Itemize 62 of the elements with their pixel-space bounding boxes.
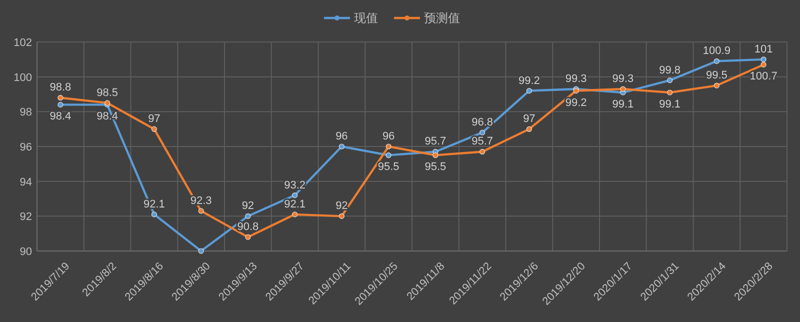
point <box>292 212 298 218</box>
data-label: 99.5 <box>706 70 728 82</box>
data-label: 99.3 <box>612 73 634 86</box>
point <box>620 86 626 92</box>
point <box>338 213 344 219</box>
data-label: 92 <box>242 200 254 212</box>
point <box>245 234 251 240</box>
data-label: 96 <box>336 130 348 142</box>
data-label: 99.2 <box>518 74 540 87</box>
data-label: 101 <box>754 43 773 56</box>
data-label: 90.8 <box>237 221 259 234</box>
legend-label: 预测值 <box>424 11 460 25</box>
data-label: 97 <box>148 113 160 126</box>
data-label: 98.8 <box>50 82 72 94</box>
y-tick-label: 100 <box>14 72 32 84</box>
data-label: 99.3 <box>565 73 587 86</box>
y-tick-label: 92 <box>20 211 32 224</box>
point <box>198 248 204 254</box>
point <box>151 126 157 132</box>
y-tick-label: 96 <box>20 142 32 154</box>
point <box>526 88 532 94</box>
y-tick-label: 90 <box>20 246 32 258</box>
point <box>667 90 673 96</box>
data-label: 99.8 <box>659 64 681 76</box>
data-label: 98.4 <box>50 110 72 123</box>
y-tick-label: 102 <box>14 37 32 49</box>
data-label: 92.1 <box>284 198 306 210</box>
data-label: 95.5 <box>378 161 400 174</box>
point <box>386 152 392 158</box>
data-label: 99.1 <box>659 98 681 111</box>
point <box>338 144 344 150</box>
data-label: 99.1 <box>612 98 634 111</box>
point <box>151 212 157 218</box>
point <box>480 148 486 155</box>
legend-label: 现值 <box>354 11 378 25</box>
data-label: 95.7 <box>424 136 446 148</box>
data-label: 100.7 <box>750 70 778 83</box>
data-label: 97 <box>523 113 536 126</box>
y-tick-label: 94 <box>20 176 32 188</box>
point <box>432 152 438 158</box>
data-label: 96.8 <box>472 116 494 129</box>
data-label: 92 <box>336 200 348 212</box>
data-label: 100.9 <box>702 45 730 58</box>
y-tick-label: 98 <box>20 106 32 119</box>
point <box>245 213 251 219</box>
point <box>667 78 673 84</box>
point <box>760 62 766 68</box>
point <box>714 58 720 64</box>
point <box>198 208 204 214</box>
data-label: 96 <box>382 130 395 142</box>
point <box>760 56 766 62</box>
data-label: 99.2 <box>565 96 587 109</box>
data-label: 95.7 <box>472 136 494 148</box>
point <box>480 130 486 136</box>
data-label: 95.5 <box>424 161 446 174</box>
point <box>292 192 298 198</box>
point <box>58 102 64 108</box>
point <box>526 126 532 132</box>
point <box>386 144 392 150</box>
point <box>714 82 720 88</box>
data-label: 98.5 <box>96 86 118 99</box>
point <box>58 94 64 101</box>
